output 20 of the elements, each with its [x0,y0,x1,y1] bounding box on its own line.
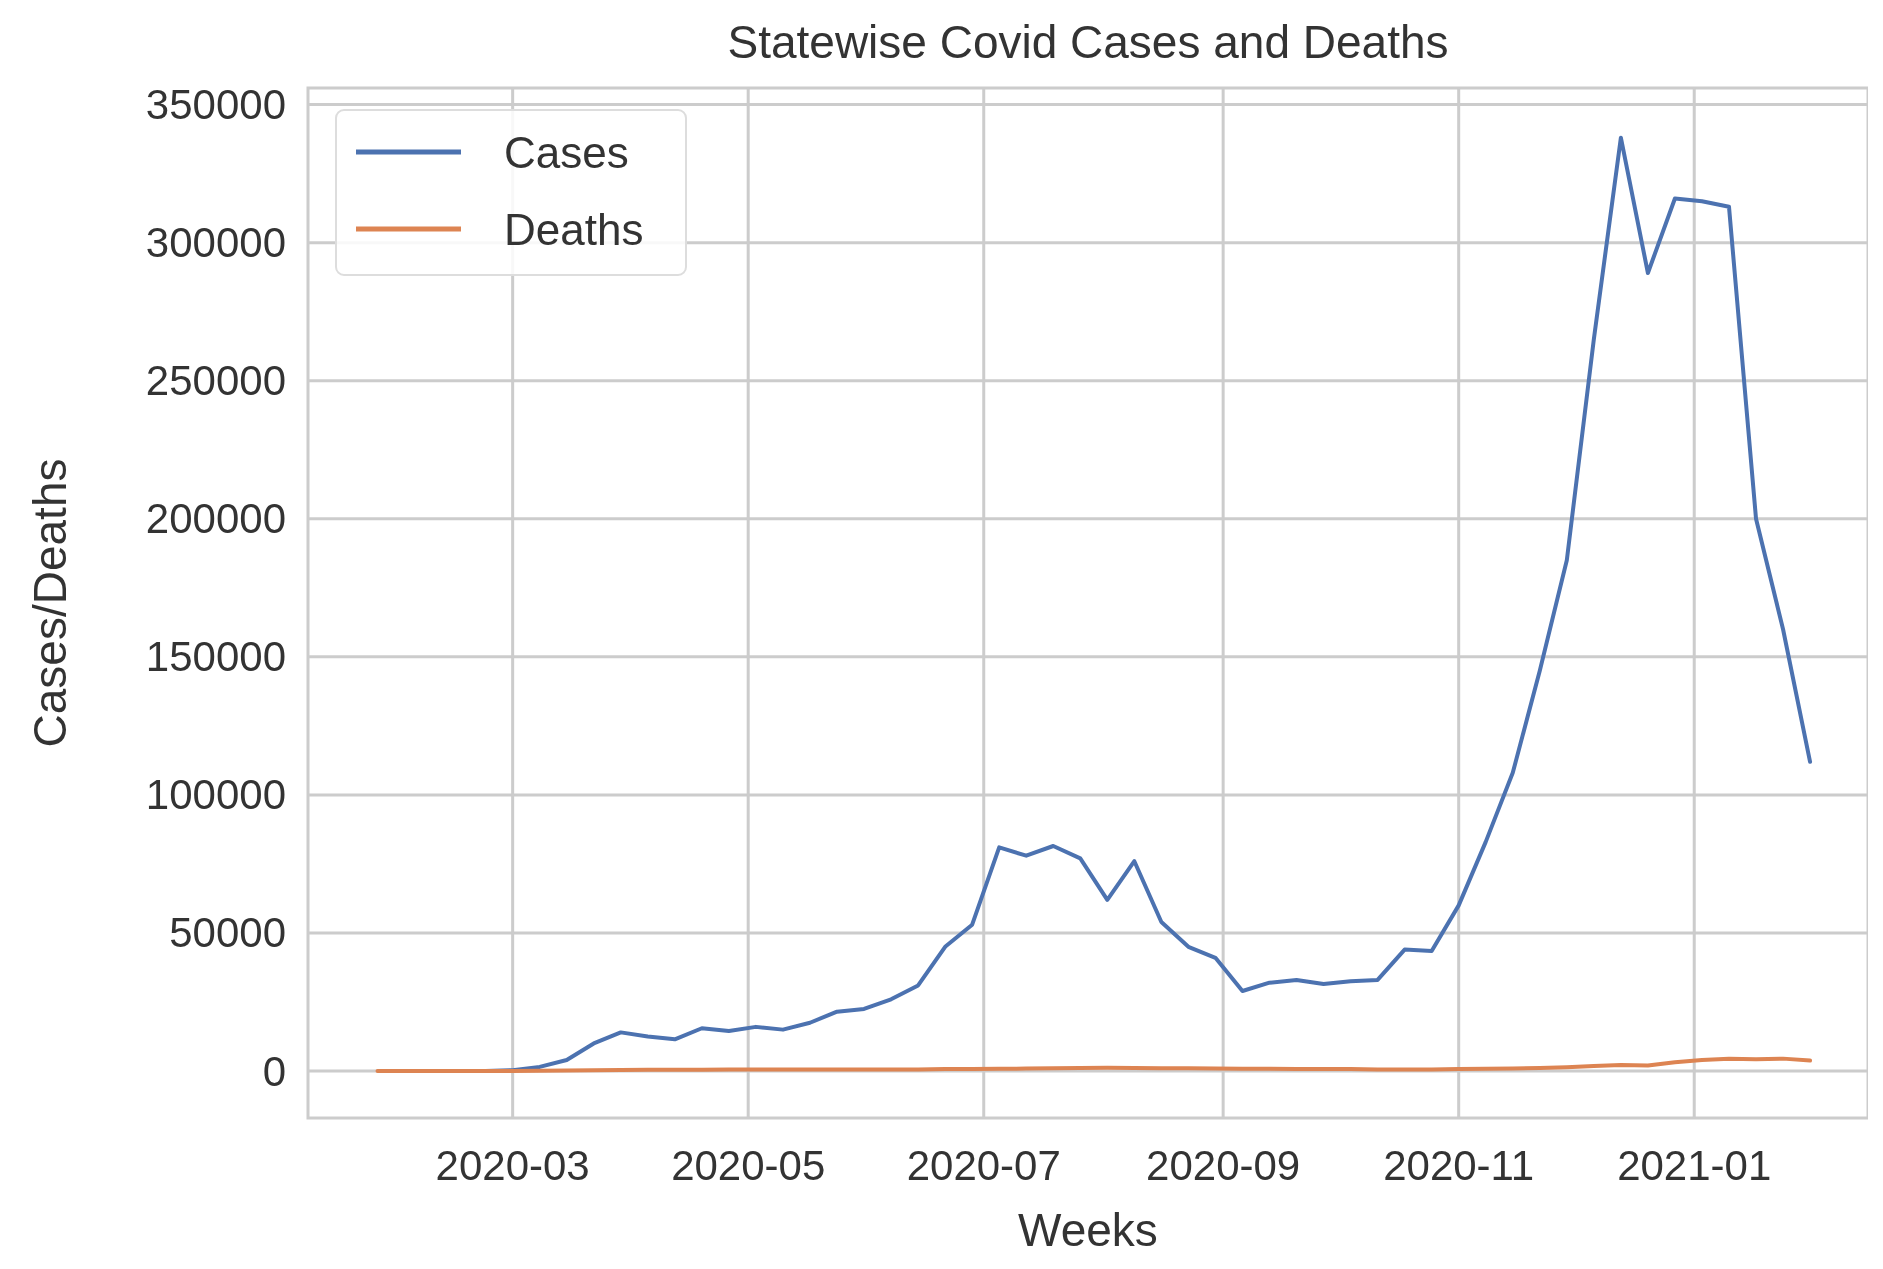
x-tick-label: 2020-09 [1146,1142,1301,1189]
y-tick-label: 150000 [145,633,286,681]
chart-title: Statewise Covid Cases and Deaths [727,16,1449,68]
x-tick-label: 2020-03 [435,1142,590,1189]
x-tick-label: 2020-07 [906,1142,1061,1189]
x-tick-label: 2021-01 [1617,1142,1772,1189]
legend-label: Deaths [504,204,644,254]
legend-label: Cases [504,127,629,177]
y-tick-label: 250000 [145,357,286,405]
y-tick-label: 300000 [145,219,286,267]
y-tick-label: 200000 [145,495,286,543]
x-tick-label: 2020-05 [671,1142,826,1189]
x-axis-title: Weeks [1018,1204,1158,1256]
y-tick-label: 100000 [145,771,286,819]
x-tick-label: 2020-11 [1383,1142,1535,1189]
y-tick-label: 50000 [169,909,286,957]
y-tick-label: 0 [262,1047,286,1095]
y-axis-title: Cases/Deaths [24,458,76,748]
y-tick-label: 350000 [145,81,286,129]
line-series [375,1056,1813,1074]
